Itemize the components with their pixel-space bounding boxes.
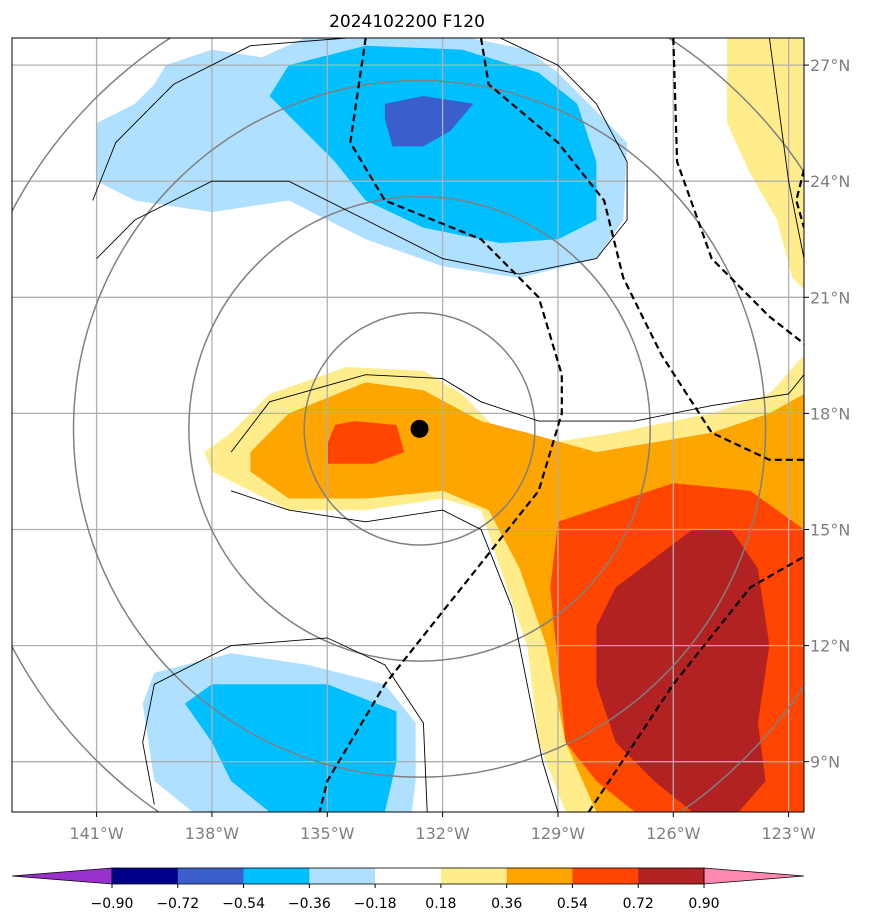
y-tick-label-1: 12°N bbox=[810, 637, 850, 656]
x-tick-labels: 141°W 138°W 135°W 132°W 129°W 126°W 123°W bbox=[69, 812, 816, 843]
gray-contour-2 bbox=[72, 79, 767, 778]
y-tick-label-2: 15°N bbox=[810, 520, 850, 539]
y-tick-label-5: 24°N bbox=[810, 172, 850, 191]
colorbar-segment-5 bbox=[375, 868, 442, 884]
colorbar: −0.90 −0.72 −0.54 −0.36 −0.18 0.18 0.36 0.54 0.7… bbox=[11, 867, 805, 912]
colorbar-segment-8 bbox=[572, 868, 639, 884]
colorbar-label-4: −0.18 bbox=[354, 896, 397, 912]
x-tick-label-0: 141°W bbox=[69, 824, 124, 843]
colorbar-label-1: −0.72 bbox=[156, 896, 199, 912]
colorbar-segment-4 bbox=[309, 868, 376, 884]
dashed-contours bbox=[318, 38, 804, 812]
dashed-contour-2 bbox=[672, 38, 804, 345]
plot-frame bbox=[11, 37, 805, 813]
colorbar-label-8: 0.72 bbox=[623, 896, 654, 912]
colorbar-label-0: −0.90 bbox=[91, 896, 134, 912]
x-tick-label-6: 123°W bbox=[761, 824, 816, 843]
gray-contour-0 bbox=[303, 312, 536, 546]
y-tick-label-0: 9°N bbox=[810, 753, 840, 772]
dashed-contour-4 bbox=[795, 169, 804, 228]
solid-contour-3 bbox=[230, 490, 559, 812]
colorbar-label-6: 0.36 bbox=[491, 896, 522, 912]
colorbar-label-9: 0.90 bbox=[688, 896, 719, 912]
gray-contour-1 bbox=[188, 195, 651, 662]
y-tick-label-6: 27°N bbox=[810, 56, 850, 75]
colorbar-label-3: −0.36 bbox=[288, 896, 331, 912]
colorbar-segment-7 bbox=[506, 868, 573, 884]
y-tick-labels: 9°N 12°N 15°N 18°N 21°N 24°N 27°N bbox=[804, 56, 850, 772]
y-tick-label-3: 18°N bbox=[810, 404, 850, 423]
filled-region-4 bbox=[384, 96, 474, 147]
filled-region-1 bbox=[269, 45, 597, 244]
filled-region-3 bbox=[185, 684, 397, 812]
filled-region-8 bbox=[327, 421, 405, 464]
x-tick-label-1: 138°W bbox=[185, 824, 240, 843]
colorbar-segment-2 bbox=[177, 868, 245, 884]
chart-title: 2024102200 F120 bbox=[329, 12, 485, 32]
solid-contour-5 bbox=[142, 637, 428, 812]
plot-area bbox=[12, 38, 804, 812]
x-tick-label-2: 135°W bbox=[300, 824, 355, 843]
gray-circle-contours bbox=[12, 38, 804, 812]
colorbar-segment-9 bbox=[638, 868, 705, 884]
x-tick-label-5: 126°W bbox=[646, 824, 701, 843]
dashed-contour-3 bbox=[587, 555, 804, 812]
solid-contour-4 bbox=[768, 38, 804, 259]
colorbar-label-5: 0.18 bbox=[425, 896, 456, 912]
solid-contour-2 bbox=[230, 374, 804, 453]
x-tick-label-3: 132°W bbox=[415, 824, 470, 843]
colorbar-segment-6 bbox=[440, 868, 508, 884]
dashed-contour-1 bbox=[479, 38, 804, 461]
storm-center-marker bbox=[410, 419, 429, 438]
solid-contour-0 bbox=[92, 38, 347, 201]
colorbar-extend-high bbox=[703, 867, 805, 885]
colorbar-label-2: −0.54 bbox=[222, 896, 265, 912]
colorbar-extend-low bbox=[11, 867, 113, 885]
colorbar-segment-1 bbox=[112, 868, 179, 884]
colorbar-frame bbox=[111, 867, 705, 885]
colorbar-label-7: 0.54 bbox=[557, 896, 588, 912]
x-tick-label-4: 129°W bbox=[531, 824, 586, 843]
y-tick-label-4: 21°N bbox=[810, 288, 850, 307]
black-solid-contours bbox=[92, 38, 804, 812]
colorbar-segment-3 bbox=[243, 868, 310, 884]
solid-contour-1 bbox=[96, 38, 628, 275]
